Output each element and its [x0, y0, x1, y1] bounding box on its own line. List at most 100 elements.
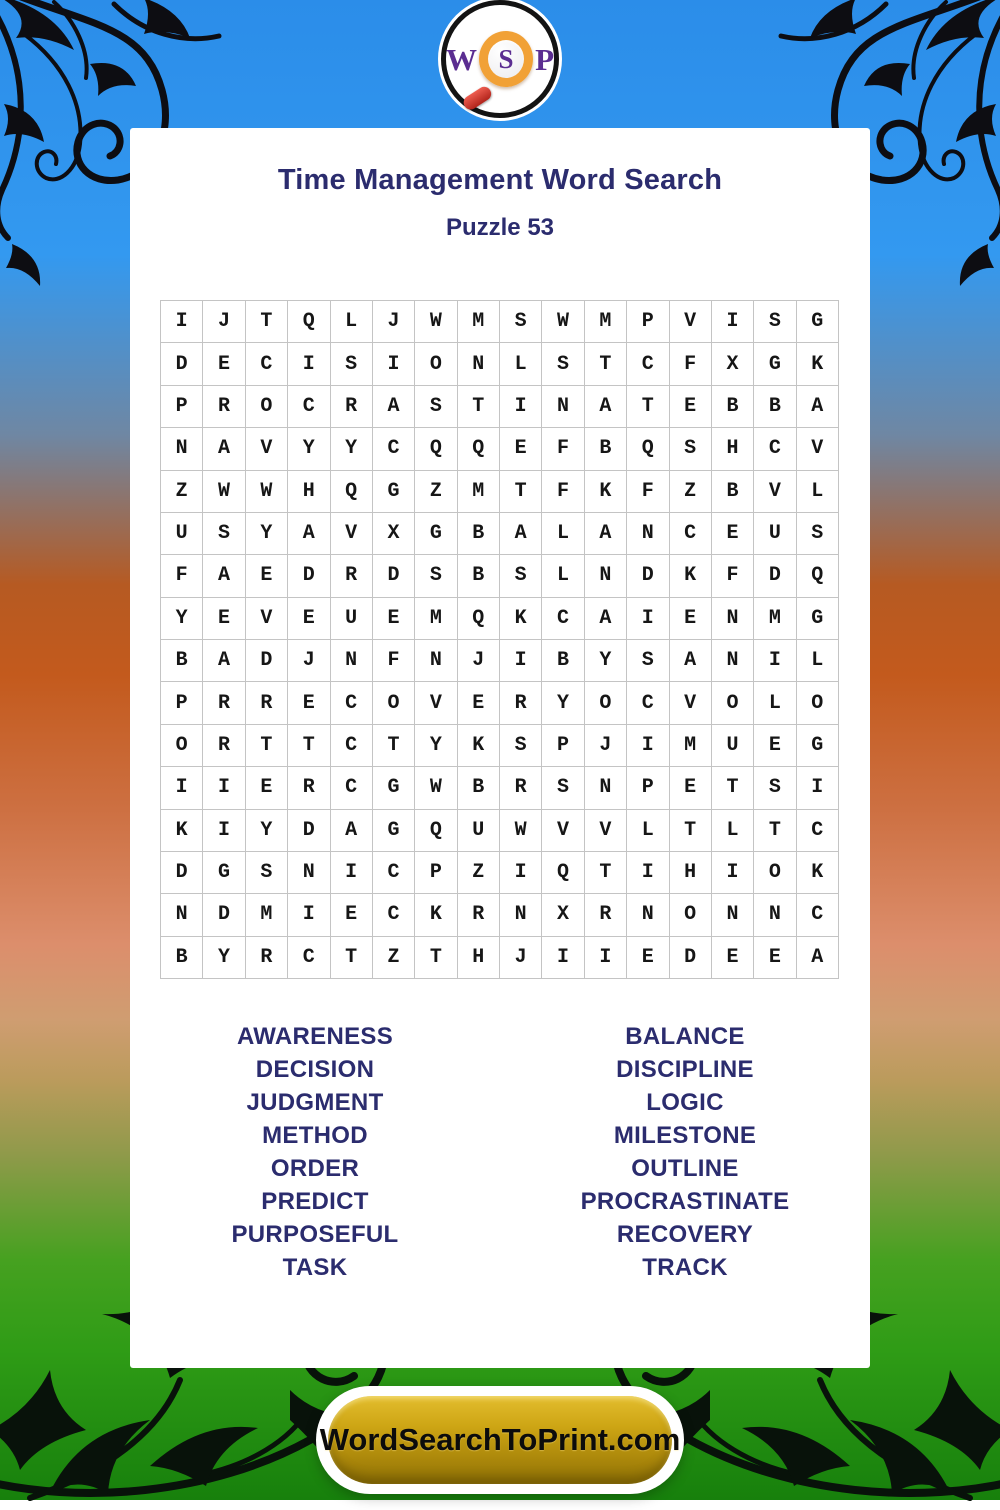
- grid-cell: E: [754, 724, 797, 768]
- grid-cell: L: [627, 809, 670, 852]
- grid-cell: K: [669, 555, 712, 598]
- puzzle-title: Time Management Word Search: [277, 164, 723, 196]
- grid-cell: Y: [161, 597, 204, 640]
- grid-cell: M: [457, 301, 500, 344]
- grid-cell: P: [415, 851, 458, 895]
- grid-cell: O: [372, 682, 416, 725]
- grid-cell: G: [415, 512, 458, 556]
- site-link-label: WordSearchToPrint.com: [319, 1422, 681, 1457]
- grid-cell: S: [627, 640, 670, 683]
- grid-cell: G: [372, 767, 416, 810]
- grid-cell: A: [796, 936, 839, 979]
- grid-cell: W: [542, 301, 585, 344]
- grid-cell: O: [584, 682, 628, 725]
- grid-cell: H: [711, 428, 755, 471]
- grid-cell: W: [415, 767, 458, 810]
- grid-cell: N: [161, 894, 204, 937]
- logo-letter-s: S: [498, 43, 514, 74]
- grid-cell: N: [627, 512, 670, 556]
- grid-cell: S: [500, 301, 543, 344]
- grid-cell: I: [627, 851, 670, 895]
- grid-cell: Q: [627, 428, 670, 471]
- grid-cell: C: [627, 682, 670, 725]
- grid-cell: A: [584, 385, 628, 429]
- grid-cell: C: [796, 809, 839, 852]
- grid-cell: E: [711, 936, 755, 979]
- grid-cell: E: [500, 428, 543, 471]
- grid-cell: Z: [457, 851, 500, 895]
- grid-cell: L: [796, 470, 839, 513]
- grid-cell: H: [669, 851, 712, 895]
- grid-cell: R: [203, 682, 246, 725]
- grid-cell: B: [584, 428, 628, 471]
- grid-cell: T: [330, 936, 373, 979]
- grid-cell: S: [500, 724, 543, 768]
- site-link-button[interactable]: WordSearchToPrint.com: [320, 1396, 680, 1484]
- grid-cell: S: [245, 851, 289, 895]
- grid-cell: F: [627, 470, 670, 513]
- grid-cell: I: [754, 640, 797, 683]
- grid-cell: F: [372, 640, 416, 683]
- grid-cell: I: [372, 343, 416, 386]
- grid-cell: Y: [584, 640, 628, 683]
- grid-cell: S: [415, 385, 458, 429]
- word-list-right: BALANCE DISCIPLINE LOGIC MILESTONE OUTLINE PR…: [500, 1020, 870, 1284]
- grid-cell: A: [669, 640, 712, 683]
- grid-cell: E: [245, 767, 289, 810]
- grid-cell: O: [245, 385, 289, 429]
- grid-cell: T: [627, 385, 670, 429]
- grid-cell: H: [288, 470, 331, 513]
- grid-cell: E: [203, 597, 246, 640]
- grid-cell: C: [372, 851, 416, 895]
- grid-cell: D: [669, 936, 712, 979]
- grid-cell: B: [161, 640, 204, 683]
- grid-cell: C: [754, 428, 797, 471]
- grid-cell: E: [669, 767, 712, 810]
- word-item: OUTLINE: [631, 1155, 739, 1182]
- grid-cell: S: [203, 512, 246, 556]
- grid-cell: A: [372, 385, 416, 429]
- grid-cell: V: [330, 512, 373, 556]
- grid-cell: T: [245, 301, 289, 344]
- grid-cell: I: [288, 343, 331, 386]
- grid-cell: Q: [415, 428, 458, 471]
- grid-cell: R: [457, 894, 500, 937]
- grid-cell: D: [627, 555, 670, 598]
- word-item: PURPOSEFUL: [231, 1221, 399, 1248]
- grid-cell: G: [372, 809, 416, 852]
- grid-cell: M: [584, 301, 628, 344]
- grid-cell: P: [161, 682, 204, 725]
- grid-cell: B: [754, 385, 797, 429]
- grid-cell: M: [245, 894, 289, 937]
- grid-cell: I: [500, 640, 543, 683]
- grid-cell: A: [330, 809, 373, 852]
- grid-cell: L: [542, 512, 585, 556]
- grid-cell: C: [372, 894, 416, 937]
- grid-cell: C: [288, 385, 331, 429]
- grid-cell: D: [288, 555, 331, 598]
- grid-cell: N: [711, 597, 755, 640]
- grid-cell: T: [669, 809, 712, 852]
- grid-cell: Y: [245, 809, 289, 852]
- grid-cell: N: [288, 851, 331, 895]
- logo-letter-p: P: [535, 41, 554, 77]
- grid-cell: Q: [288, 301, 331, 344]
- word-item: DISCIPLINE: [616, 1056, 754, 1083]
- grid-cell: K: [796, 343, 839, 386]
- word-item: TASK: [282, 1254, 348, 1281]
- grid-cell: I: [627, 724, 670, 768]
- grid-cell: N: [711, 894, 755, 937]
- grid-cell: S: [500, 555, 543, 598]
- word-list-left: AWARENESS DECISION JUDGMENT METHOD ORDER PRED…: [130, 1020, 500, 1284]
- grid-cell: C: [330, 724, 373, 768]
- site-link-glow: WordSearchToPrint.com: [316, 1386, 684, 1494]
- grid-cell: I: [584, 936, 628, 979]
- grid-cell: V: [415, 682, 458, 725]
- grid-cell: Q: [796, 555, 839, 598]
- grid-cell: N: [754, 894, 797, 937]
- grid-cell: Y: [245, 512, 289, 556]
- grid-cell: I: [500, 851, 543, 895]
- grid-cell: S: [796, 512, 839, 556]
- grid-cell: O: [711, 682, 755, 725]
- grid-cell: N: [330, 640, 373, 683]
